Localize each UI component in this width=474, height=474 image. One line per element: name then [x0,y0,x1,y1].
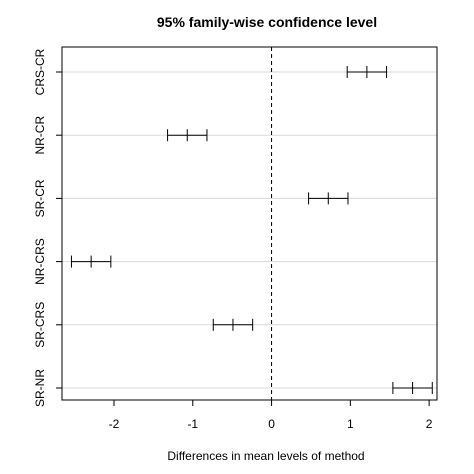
x-tick-label: 0 [268,417,275,431]
plot-frame [61,46,438,401]
y-tick-label: CRS-CR [33,48,47,95]
y-tick-label: NR-CR [33,116,47,155]
interval-nr-cr [167,129,208,142]
y-tick-label: SR-NR [33,369,47,407]
interval-crs-cr [346,66,388,78]
confidence-intervals [70,66,433,394]
x-tick-label: -1 [187,417,198,431]
y-tick-label: SR-CR [33,179,47,217]
y-tick-label: SR-CRS [33,302,47,348]
x-tick-label: 2 [426,417,433,431]
x-tick-label: -2 [109,417,120,431]
interval-sr-crs [212,318,254,331]
x-tick-label: 1 [347,417,354,431]
y-tick-label: NR-CRS [33,238,47,285]
y-axis: CRS-CR NR-CR SR-CR NR-CRS SR-CRS SR-NR [33,48,62,407]
interval-sr-nr [392,382,433,394]
interval-sr-cr [308,192,349,205]
x-axis-label: Differences in mean levels of method [167,449,364,463]
chart-title: 95% family-wise confidence level [157,14,377,30]
grid-lines [62,71,437,389]
x-axis: -2 -1 0 1 2 [109,400,433,431]
interval-nr-crs [70,255,112,268]
